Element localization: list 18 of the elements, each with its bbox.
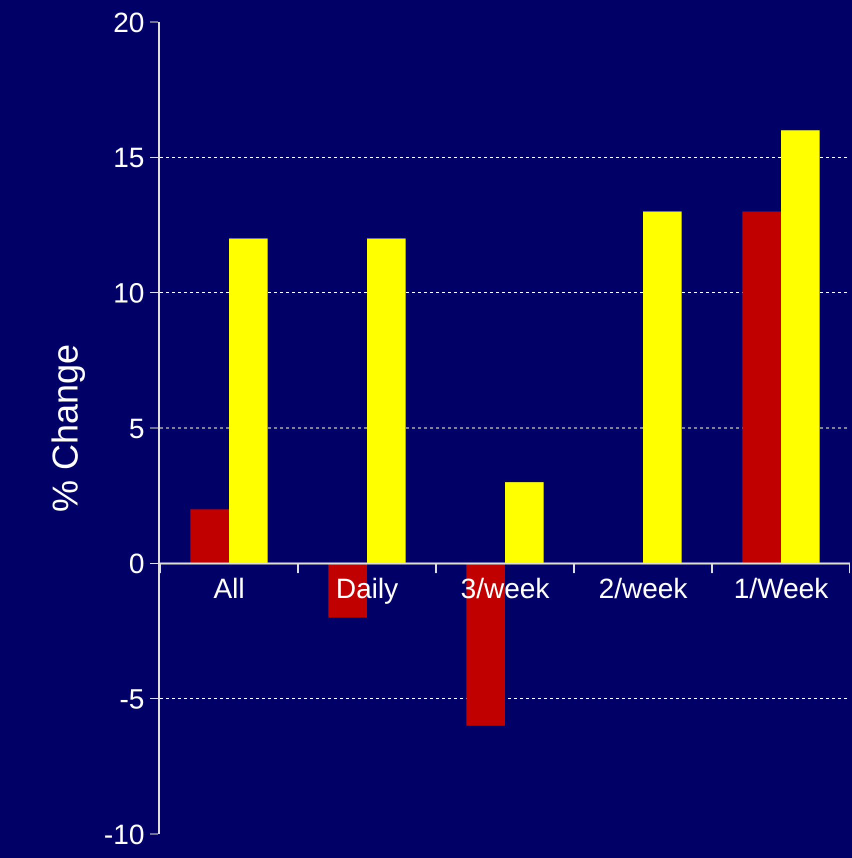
y-axis-title: % Change (44, 344, 86, 512)
x-tick-label: 2/week (598, 572, 688, 604)
bar (742, 211, 781, 564)
bar (781, 130, 820, 564)
y-tick-label: 5 (128, 412, 144, 444)
x-tick-label: All (213, 572, 245, 604)
bar (190, 509, 229, 564)
x-tick-label: 1/Week (734, 572, 830, 604)
y-tick-label: 15 (113, 142, 144, 174)
y-tick-label: 0 (128, 548, 144, 580)
y-tick-label: -5 (119, 683, 144, 714)
y-tick-label: 20 (113, 6, 144, 38)
bar (643, 211, 682, 564)
y-tick-label: 10 (113, 277, 144, 308)
bar (505, 482, 544, 564)
bar (229, 238, 268, 564)
y-tick-label: -10 (104, 818, 144, 850)
bar (367, 238, 406, 564)
